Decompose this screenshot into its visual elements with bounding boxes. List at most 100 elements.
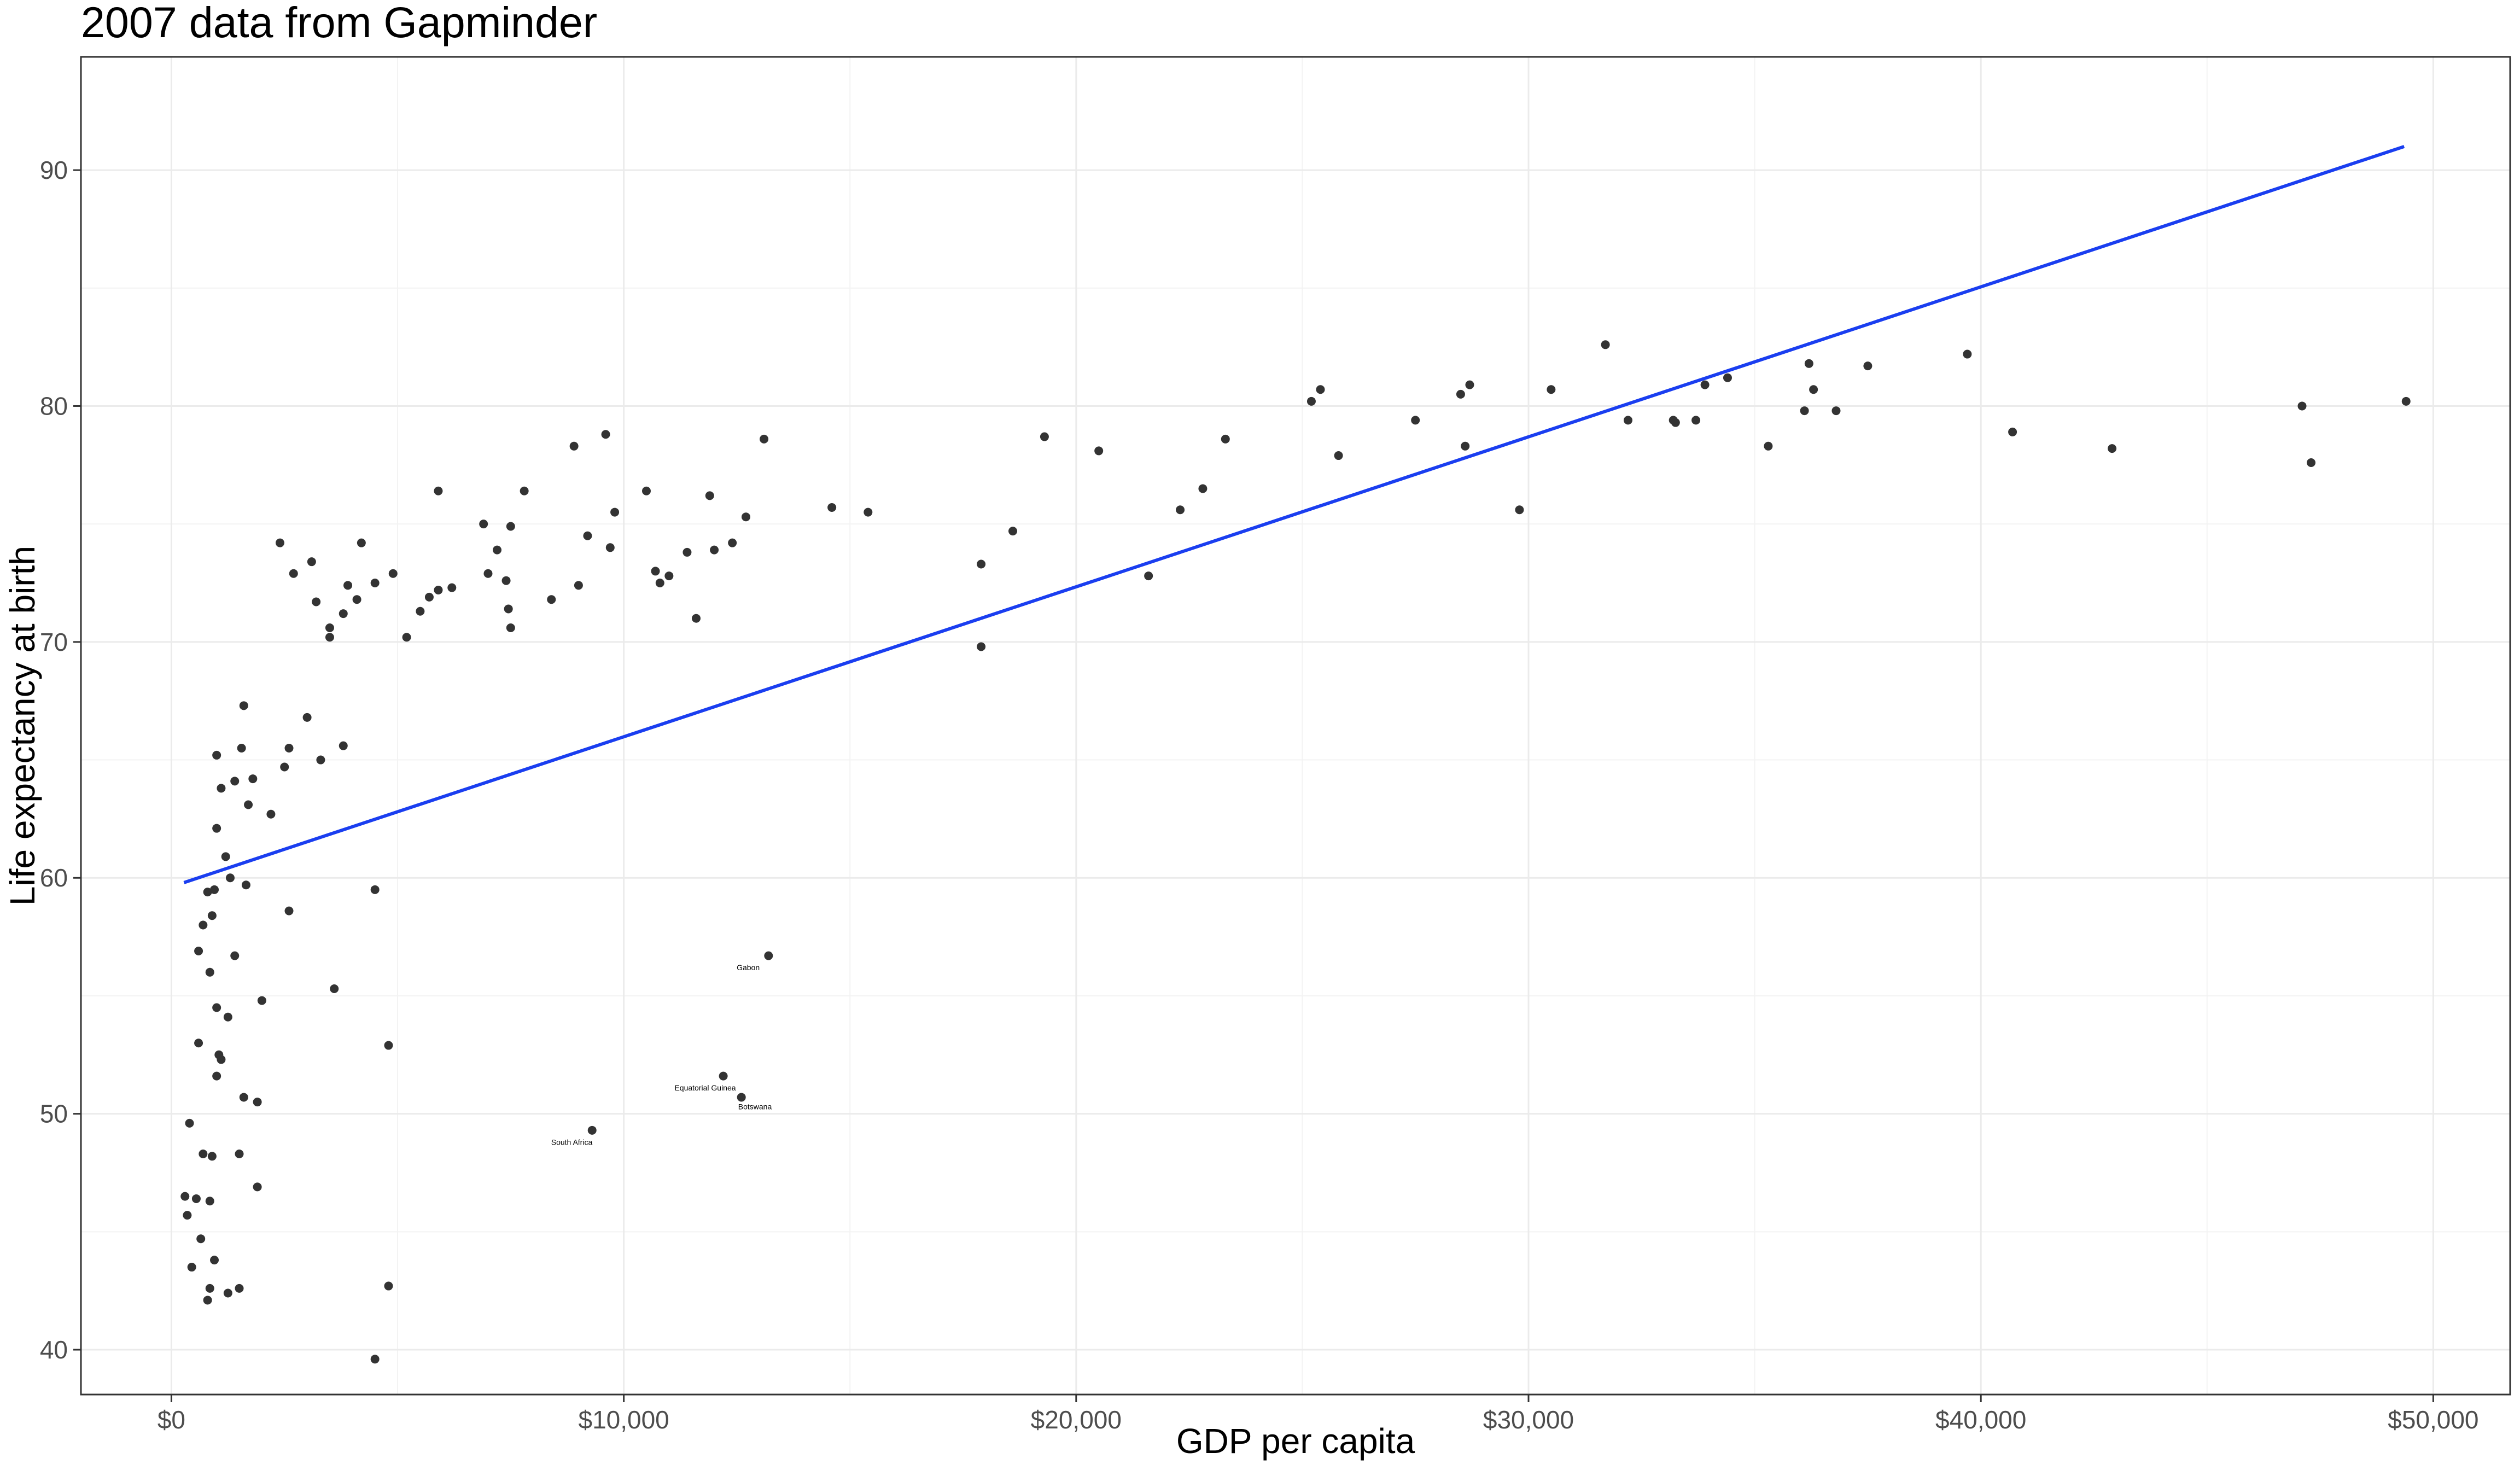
data-point — [205, 1284, 214, 1293]
data-point — [384, 1041, 393, 1050]
data-point — [212, 824, 221, 833]
data-point — [2297, 401, 2307, 411]
y-axis-title: Life expectancy at birth — [3, 546, 42, 906]
data-point — [253, 1182, 262, 1192]
data-point — [384, 1281, 393, 1291]
data-point — [1800, 406, 1809, 416]
data-point — [1963, 349, 1972, 359]
data-point — [253, 1098, 262, 1107]
data-point — [741, 512, 750, 522]
data-point — [506, 522, 515, 531]
data-point — [1306, 396, 1316, 406]
data-point — [203, 1296, 212, 1305]
data-point — [266, 809, 276, 819]
data-point — [574, 581, 583, 590]
chart-title: 2007 data from Gapminder — [81, 0, 597, 46]
data-point — [691, 614, 701, 623]
data-point — [504, 604, 513, 614]
data-point — [205, 967, 214, 977]
data-point — [864, 508, 873, 517]
data-point — [682, 547, 692, 557]
data-point — [710, 545, 719, 555]
data-point — [610, 508, 620, 517]
data-points — [180, 340, 2411, 1364]
data-point — [239, 1093, 248, 1102]
x-tick-label: $40,000 — [1935, 1405, 2026, 1434]
data-point — [2401, 396, 2411, 406]
data-point — [357, 538, 366, 547]
data-point — [325, 623, 334, 632]
data-point — [1623, 416, 1632, 425]
data-point — [977, 559, 986, 569]
data-point — [302, 713, 312, 722]
data-point — [483, 569, 493, 578]
data-point — [501, 576, 511, 585]
data-point — [187, 1263, 196, 1272]
data-point — [719, 1071, 728, 1081]
x-tick-label: $50,000 — [2388, 1405, 2478, 1434]
data-point — [1040, 432, 1049, 441]
data-point — [737, 1093, 746, 1102]
data-point — [180, 1192, 190, 1201]
data-point — [239, 701, 248, 710]
data-point — [275, 538, 284, 547]
data-point — [1221, 434, 1230, 444]
data-point — [1831, 406, 1841, 416]
panel-border — [80, 56, 2511, 1396]
data-point — [1863, 361, 1872, 371]
data-point — [217, 1055, 226, 1064]
data-point — [205, 1197, 214, 1206]
data-point — [235, 1284, 244, 1293]
data-point — [217, 784, 226, 793]
data-point — [424, 592, 434, 602]
data-point — [1700, 380, 1710, 389]
data-point — [257, 996, 266, 1005]
data-point — [339, 609, 348, 619]
data-point — [196, 1234, 206, 1244]
data-point — [1461, 441, 1470, 451]
data-point — [225, 873, 235, 883]
data-point — [1804, 359, 1813, 368]
data-point — [191, 1194, 201, 1203]
data-point — [330, 984, 339, 994]
data-point — [289, 569, 298, 578]
data-point — [312, 597, 321, 606]
data-point — [506, 623, 515, 632]
data-point — [651, 567, 660, 576]
data-point — [434, 486, 443, 495]
data-point — [655, 579, 664, 588]
data-point — [493, 545, 502, 555]
data-point — [212, 1003, 221, 1012]
data-point — [434, 585, 443, 594]
data-point — [370, 885, 380, 894]
data-point — [244, 800, 253, 809]
data-point — [185, 1118, 194, 1128]
data-point — [316, 755, 325, 765]
point-annotation: Equatorial Guinea — [674, 1083, 736, 1092]
data-point — [1198, 484, 1208, 493]
data-point — [207, 1152, 217, 1161]
y-tick-label: 80 — [40, 392, 68, 420]
y-axis: 40 50 60 70 80 90 — [40, 156, 81, 1364]
data-point — [1515, 505, 1524, 515]
data-point — [370, 1355, 380, 1364]
data-point — [235, 1149, 244, 1158]
data-point — [641, 486, 651, 495]
trend-line — [183, 145, 2405, 884]
data-point — [221, 852, 230, 861]
point-annotation: Gabon — [737, 963, 760, 972]
data-point — [199, 1149, 208, 1158]
data-point — [583, 531, 592, 540]
x-axis-title: GDP per capita — [1176, 1421, 1415, 1461]
data-point — [760, 434, 769, 444]
data-point — [325, 633, 334, 642]
data-point — [587, 1125, 597, 1135]
data-point — [2307, 458, 2316, 467]
y-tick-label: 60 — [40, 864, 68, 892]
data-point — [2008, 427, 2017, 436]
data-point — [241, 880, 250, 890]
data-point — [248, 774, 258, 784]
data-point — [1334, 451, 1343, 460]
x-tick-label: $0 — [158, 1405, 185, 1434]
